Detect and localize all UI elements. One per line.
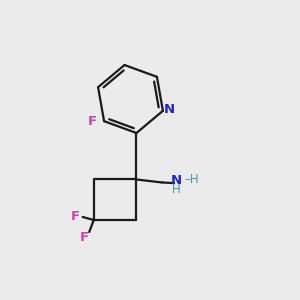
Text: N: N	[164, 103, 175, 116]
Text: F: F	[71, 211, 80, 224]
Text: –H: –H	[184, 173, 199, 186]
Text: F: F	[88, 115, 97, 128]
Text: N: N	[170, 174, 182, 187]
Text: H: H	[172, 183, 181, 196]
Text: F: F	[80, 232, 89, 244]
